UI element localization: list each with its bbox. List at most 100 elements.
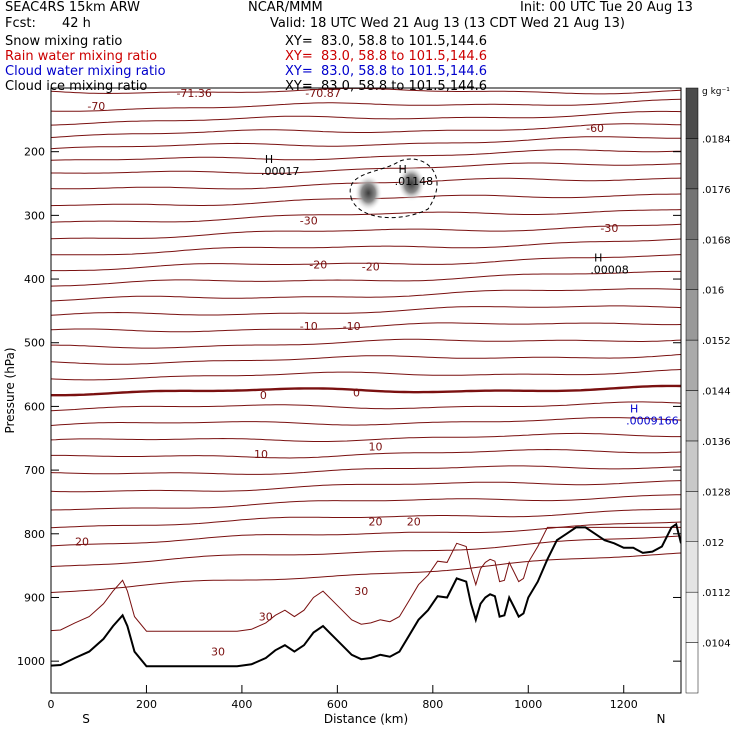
isotherm-label: -30 [300,214,318,227]
field-xy-snow: XY= 83.0, 58.8 to 101.5,144.6 [285,34,488,49]
isotherm-label: -70 [87,100,105,113]
field-xy-cloud-ice: XY= 83.0, 58.8 to 101.5,144.6 [285,79,488,94]
colorbar-label: .0168 [702,235,731,246]
isotherm-line [51,508,681,529]
colorbar-label: .0112 [702,588,731,599]
y-tick-label: 200 [24,146,45,159]
colorbar-swatch [685,188,699,240]
isotherm-label: 0 [260,389,267,402]
extremum-value: .00008 [590,264,629,277]
colorbar-swatch [685,289,699,341]
isotherm-line [51,238,681,256]
isotherm-line [51,209,681,223]
x-end-label-right: N [657,712,666,726]
extremum-value: .01148 [395,175,434,188]
field-xy-rain: XY= 83.0, 58.8 to 101.5,144.6 [285,49,488,64]
isotherm-label: 10 [254,448,268,461]
terrain-line [51,522,681,668]
isotherm-line [51,354,681,365]
isotherm-label: -60 [586,122,604,135]
colorbar-swatch [685,138,699,190]
colorbar-swatch [685,642,699,694]
fcst-value: 42 h [62,16,91,31]
colorbar-label: .0176 [702,185,731,196]
isotherm-line [51,465,681,475]
isotherm-label: -71.36 [176,87,211,100]
isotherm-line [51,494,681,511]
isotherm-line [51,448,681,459]
valid-label: Valid: 18 UTC Wed 21 Aug 13 (13 CDT Wed … [270,16,625,31]
isotherm-label: -70.87 [305,87,340,100]
isotherm-line [51,88,681,95]
isotherm-line [51,384,681,397]
x-end-label-left: S [82,712,90,726]
isotherm-line [51,338,681,349]
y-tick-label: 300 [24,209,45,222]
isotherm-line [51,270,681,287]
y-tick-label: 400 [24,273,45,286]
colorbar-swatch [685,440,699,492]
isotherm-label: -10 [343,320,361,333]
isotherm-line [51,110,681,126]
isotherm-line [51,322,681,333]
colorbar-label: .0184 [702,134,731,145]
x-axis-label: Distance (km) [324,712,408,726]
isotherm-label: 30 [354,585,368,598]
colorbar-swatch [685,87,699,139]
isotherm-line [51,288,681,302]
x-tick-label: 1200 [610,698,638,711]
colorbar-swatch [685,339,699,391]
isotherm-line [51,223,681,240]
contour-labels: -71.36 -70.87 -70 -60 -30 -30 -20 -20 -10 -10 0 0 10… [75,87,679,659]
field-name-snow: Snow mixing ratio [5,34,123,49]
colorbar-swatch [685,390,699,442]
colorbar-swatch [685,239,699,290]
field-name-rain: Rain water mixing ratio [5,49,158,64]
isotherm-line [51,136,681,150]
isotherm-line [51,480,681,493]
y-tick-label: 900 [24,591,45,604]
y-tick-label: 600 [24,400,45,413]
y-tick-label: 1000 [17,655,45,668]
isotherm-line [51,254,681,272]
isotherm-label: 30 [259,611,273,624]
colorbar-label: .0128 [702,487,731,498]
isotherm-line [51,535,681,568]
isotherm-line [51,432,681,442]
isotherm-label: -30 [600,222,618,235]
isotherm-line [51,162,681,175]
colorbar-unit: g kg⁻¹ [702,87,730,97]
model-title: SEAC4RS 15km ARW [5,0,141,15]
colorbar-label: .0136 [702,437,731,448]
fcst-label: Fcst: [5,16,36,31]
isotherm-label: -10 [300,320,318,333]
extremum-marker: H [265,153,273,166]
x-tick-label: 0 [48,698,55,711]
isotherm-label: 10 [369,441,383,454]
isotherm-label: 0 [353,386,360,399]
isotherm-line [51,552,681,593]
init-label: Init: 00 UTC Tue 20 Aug 13 [520,0,693,15]
isotherm-line [51,149,681,161]
isotherm-line [51,401,681,412]
colorbar-label: .0144 [702,387,731,398]
field-xy-cloud-water: XY= 83.0, 58.8 to 101.5,144.6 [285,64,488,79]
isotherm-label: 20 [369,516,383,529]
isotherm-line [51,123,681,138]
cloud-ice-contour [349,158,438,219]
colorbar-swatch [685,541,699,593]
cloud-ice-blob [397,165,426,202]
y-axis-label: Pressure (hPa) [3,347,17,433]
y-tick-label: 500 [24,337,45,350]
org-label: NCAR/MMM [248,0,323,15]
isotherm-line [51,369,681,381]
colorbar: .0104 .0112 .012 .0128 .0136 .0144 .0152 .016 .0… [685,87,731,694]
isotherm-line [51,417,681,426]
colorbar-label: .0104 [702,639,731,650]
x-tick-label: 200 [136,698,157,711]
y-tick-label: 700 [24,464,45,477]
isotherm-label: 30 [211,646,225,659]
colorbar-label: .012 [702,538,724,549]
isotherm-label: 20 [75,535,89,548]
